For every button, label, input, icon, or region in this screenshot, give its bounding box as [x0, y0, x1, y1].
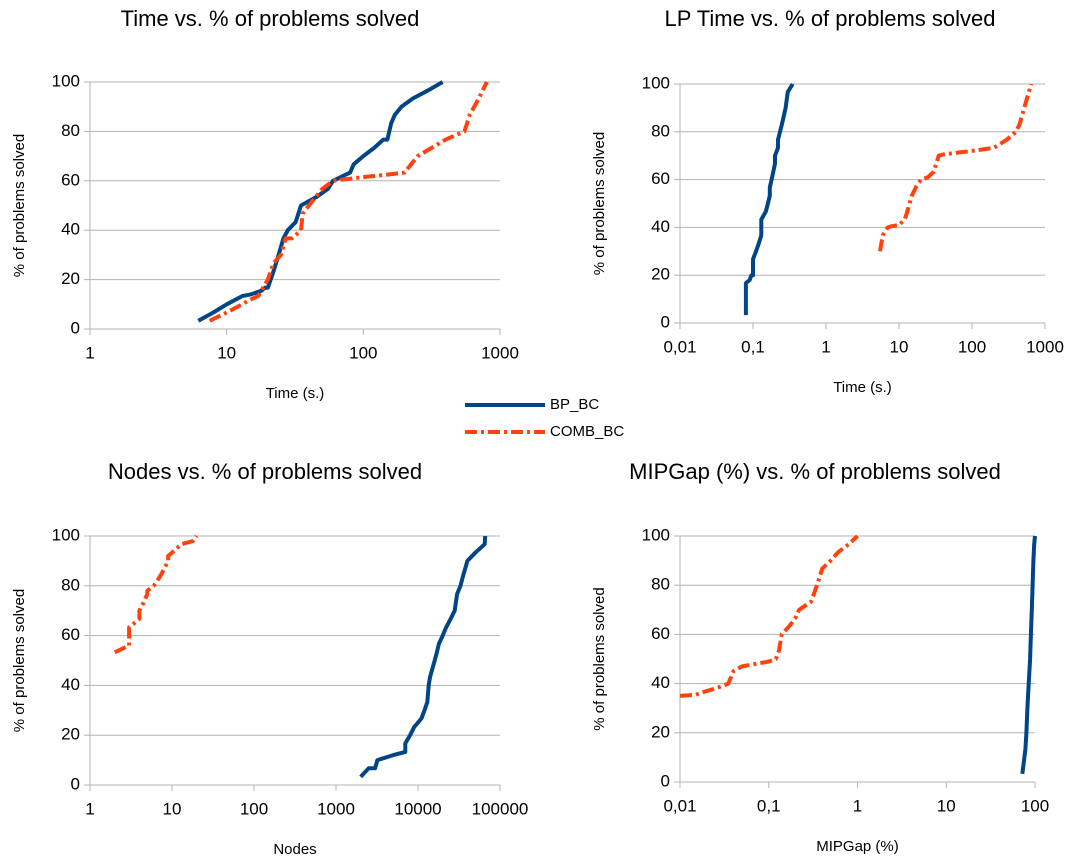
chart-title: LP Time vs. % of problems solved [665, 6, 996, 31]
y-tick-label: 80 [651, 575, 670, 594]
x-axis-label: Nodes [273, 841, 316, 858]
y-tick-label: 100 [642, 73, 670, 92]
y-tick-label: 0 [71, 774, 80, 793]
x-tick-label: 10 [163, 799, 182, 818]
y-axis-label: % of problems solved [11, 134, 28, 277]
x-tick-label: 100 [1021, 796, 1049, 815]
series-line [359, 535, 488, 779]
x-tick-label: 10000 [394, 799, 441, 818]
x-tick-label: 100 [349, 343, 377, 362]
x-axis-label: Time (s.) [833, 379, 892, 396]
x-tick-label: 1000 [317, 799, 355, 818]
y-tick-label: 60 [61, 625, 80, 644]
y-tick-label: 60 [651, 624, 670, 643]
x-tick-label: 0,1 [741, 337, 765, 356]
x-tick-label: 100000 [472, 799, 529, 818]
y-tick-label: 100 [52, 71, 80, 90]
x-tick-label: 1 [853, 796, 862, 815]
x-tick-label: 10 [937, 796, 956, 815]
y-tick-label: 80 [651, 121, 670, 140]
series-line [878, 83, 1034, 252]
y-tick-label: 40 [61, 675, 80, 694]
y-axis-label: % of problems solved [591, 132, 608, 275]
y-tick-label: 20 [651, 265, 670, 284]
x-tick-label: 0,01 [663, 337, 696, 356]
y-tick-label: 0 [71, 318, 80, 337]
y-tick-label: 100 [642, 525, 670, 544]
y-tick-label: 60 [61, 170, 80, 189]
series-line [197, 80, 444, 323]
y-tick-label: 0 [661, 771, 670, 790]
series-line [679, 534, 859, 698]
series-line [1020, 535, 1037, 775]
y-tick-label: 20 [651, 722, 670, 741]
x-tick-label: 1 [85, 343, 94, 362]
y-tick-label: 20 [61, 269, 80, 288]
legend-label: BP_BC [550, 396, 599, 413]
y-tick-label: 40 [61, 220, 80, 239]
legend-label: COMB_BC [550, 423, 624, 440]
x-axis-label: MIPGap (%) [816, 838, 899, 855]
x-tick-label: 1000 [481, 343, 519, 362]
y-tick-label: 0 [661, 312, 670, 331]
chart-title: Nodes vs. % of problems solved [108, 459, 422, 484]
y-tick-label: 40 [651, 673, 670, 692]
x-tick-label: 0,1 [757, 796, 781, 815]
chart-title: MIPGap (%) vs. % of problems solved [629, 459, 1001, 484]
x-tick-label: 10 [217, 343, 236, 362]
x-tick-label: 100 [958, 337, 986, 356]
chart-title: Time vs. % of problems solved [121, 6, 420, 31]
series-line [113, 534, 199, 655]
y-tick-label: 60 [651, 169, 670, 188]
y-tick-label: 100 [52, 525, 80, 544]
y-axis-label: % of problems solved [591, 587, 608, 730]
x-tick-label: 100 [240, 799, 268, 818]
x-tick-label: 10 [890, 337, 909, 356]
series-line [208, 81, 489, 323]
y-tick-label: 40 [651, 217, 670, 236]
y-tick-label: 20 [61, 725, 80, 744]
series-line [743, 82, 795, 316]
x-tick-label: 1 [85, 799, 94, 818]
y-tick-label: 80 [61, 575, 80, 594]
x-tick-label: 1 [821, 337, 830, 356]
y-tick-label: 80 [61, 121, 80, 140]
x-tick-label: 0,01 [663, 796, 696, 815]
y-axis-label: % of problems solved [11, 589, 28, 732]
x-axis-label: Time (s.) [266, 385, 325, 402]
x-tick-label: 1000 [1026, 337, 1064, 356]
